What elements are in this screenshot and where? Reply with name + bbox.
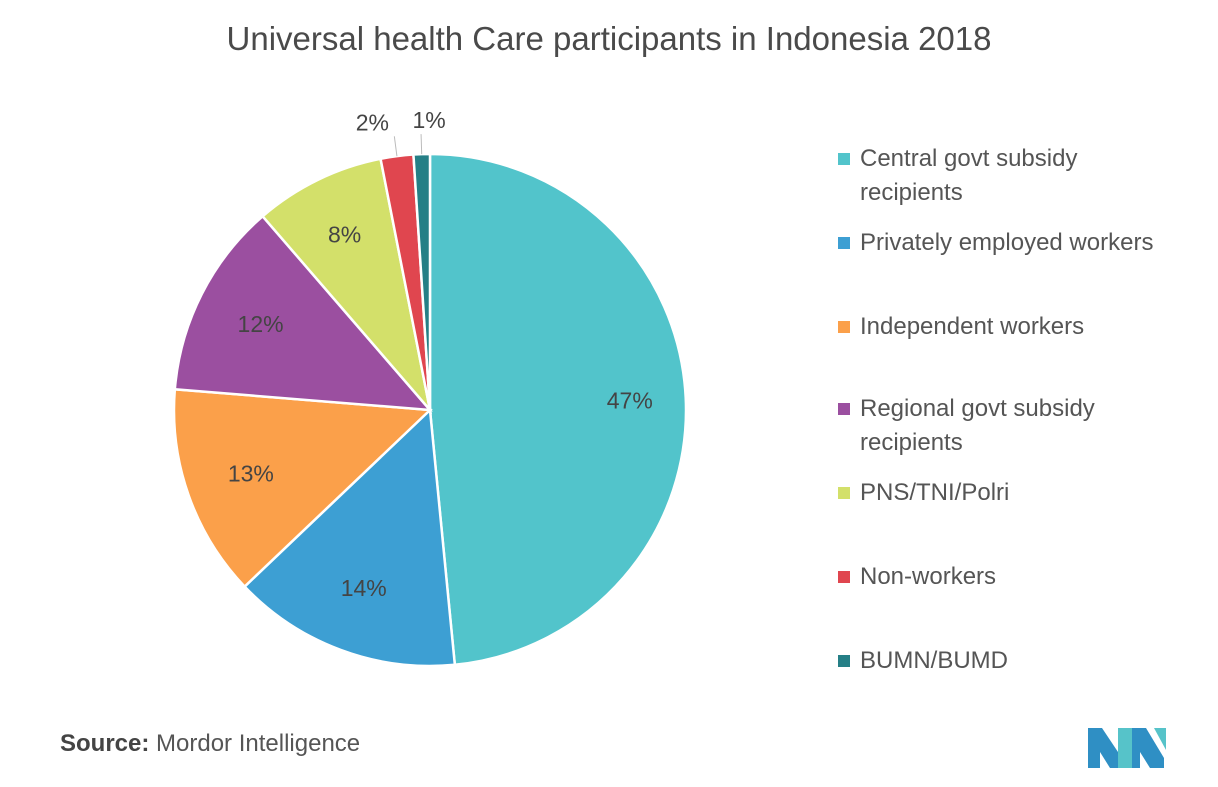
pie-chart: 47% 14% 13% 12% 8% 2% 1% <box>172 107 688 668</box>
legend-item: BUMN/BUMD <box>838 644 1208 678</box>
source-text: Mordor Intelligence <box>156 730 361 757</box>
legend-item: Regional govt subsidy recipients <box>838 392 1208 460</box>
legend-item: Privately employed workers <box>838 226 1208 260</box>
data-label: 1% <box>412 107 445 133</box>
leader-line <box>420 134 423 155</box>
pie-slice <box>173 214 433 412</box>
chart-title: Universal health Care participants in In… <box>226 20 992 57</box>
legend-swatch <box>838 403 850 415</box>
pie-slice <box>172 387 433 589</box>
data-label: 14% <box>341 575 387 601</box>
leader-line <box>393 136 398 157</box>
pie-slice <box>412 152 432 411</box>
mordor-logo-icon <box>1088 728 1166 768</box>
pie-slice <box>260 157 433 415</box>
legend-item: Central govt subsidy recipients <box>838 142 1208 210</box>
data-label: 13% <box>228 460 274 486</box>
source-note: Source: Mordor Intelligence <box>60 730 360 758</box>
legend-label: Regional govt subsidy recipients <box>860 395 1095 456</box>
legend-item: Independent workers <box>838 310 1208 344</box>
legend-label: PNS/TNI/Polri <box>860 479 1010 506</box>
legend-label: Privately employed workers <box>860 229 1154 256</box>
legend-label: Independent workers <box>860 313 1085 340</box>
data-label: 2% <box>356 109 389 135</box>
legend-swatch <box>838 153 850 165</box>
data-label: 8% <box>328 222 361 248</box>
legend-swatch <box>838 321 850 333</box>
legend-item: PNS/TNI/Polri <box>838 476 1208 510</box>
legend-swatch <box>838 571 850 583</box>
legend-label: Central govt subsidy recipients <box>860 145 1078 206</box>
legend-item: Non-workers <box>838 560 1208 594</box>
pie-slice <box>428 152 688 667</box>
data-label: 12% <box>238 311 284 337</box>
data-label: 47% <box>607 387 653 413</box>
legend-label: Non-workers <box>860 563 997 590</box>
legend-label: BUMN/BUMD <box>860 647 1008 674</box>
legend-swatch <box>838 237 850 249</box>
legend-swatch <box>838 487 850 499</box>
pie-slice <box>242 407 457 668</box>
legend-swatch <box>838 655 850 667</box>
source-label: Source: <box>60 730 150 757</box>
